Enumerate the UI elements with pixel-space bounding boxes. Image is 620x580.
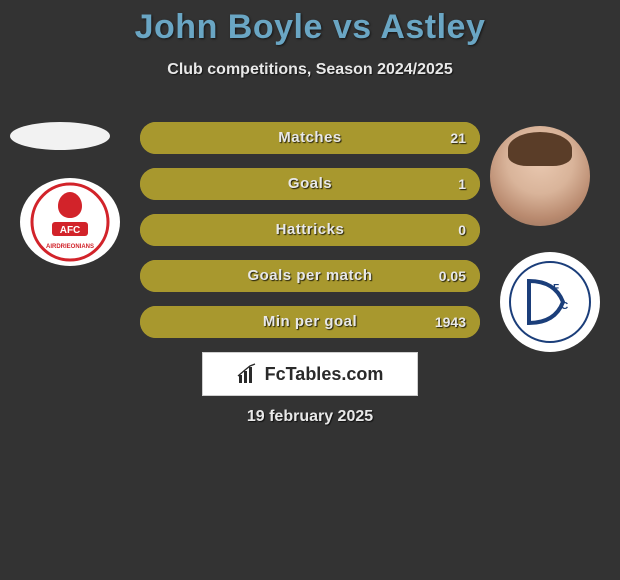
brand-box[interactable]: FcTables.com [202, 352, 418, 396]
stat-value-right: 0 [458, 214, 466, 246]
bar-chart-icon [237, 363, 259, 385]
page-title: John Boyle vs Astley [0, 0, 620, 47]
stat-value-right: 0.05 [439, 260, 466, 292]
svg-text:F: F [553, 283, 559, 294]
stats-bars: Matches21 Goals1 Hattricks0 Goals per match… [140, 122, 480, 352]
right-club-badge: F C [500, 252, 600, 352]
svg-text:AIRDRIEONIANS: AIRDRIEONIANS [46, 244, 94, 250]
stat-row: Min per goal1943 [140, 306, 480, 338]
svg-text:C: C [561, 301, 568, 312]
brand-text: FcTables.com [265, 364, 384, 385]
stat-label: Matches [140, 122, 480, 154]
stat-row: Hattricks0 [140, 214, 480, 246]
stat-row: Matches21 [140, 122, 480, 154]
stat-row: Goals1 [140, 168, 480, 200]
stat-value-right: 1 [458, 168, 466, 200]
stat-label: Goals [140, 168, 480, 200]
dundee-badge-icon: F C [509, 261, 591, 343]
stat-value-right: 21 [450, 122, 466, 154]
stat-value-right: 1943 [435, 306, 466, 338]
left-club-badge: AFC AIRDRIEONIANS [20, 178, 120, 266]
stat-label: Hattricks [140, 214, 480, 246]
stat-label: Goals per match [140, 260, 480, 292]
right-player-avatar [490, 126, 590, 226]
svg-text:AFC: AFC [60, 225, 81, 236]
airdrieonians-badge-icon: AFC AIRDRIEONIANS [30, 182, 110, 262]
left-player-avatar [10, 122, 110, 150]
stat-row: Goals per match0.05 [140, 260, 480, 292]
stat-label: Min per goal [140, 306, 480, 338]
date-line: 19 february 2025 [0, 408, 620, 426]
subtitle: Club competitions, Season 2024/2025 [0, 61, 620, 79]
